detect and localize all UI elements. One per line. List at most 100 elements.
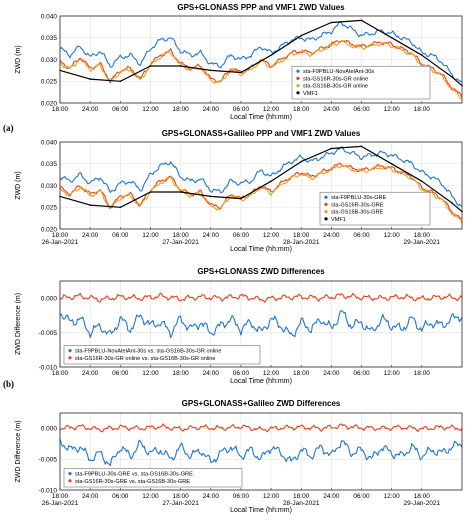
x-tick-label: 12:00 <box>142 370 159 377</box>
legend-marker <box>324 210 328 214</box>
x-tick-label: 18:00 <box>172 232 189 239</box>
y-tick-label: 0.020 <box>41 226 58 233</box>
chart-panel-2: GPS+GLONASS+Galileo PPP and VMF1 ZWD Val… <box>15 129 463 253</box>
data-point <box>149 191 152 193</box>
x-tick-label: 18:00 <box>293 106 310 113</box>
data-point <box>89 204 91 206</box>
legend-marker <box>68 356 72 360</box>
x-tick-label: 18:00 <box>52 106 69 113</box>
x-tick-label: 06:00 <box>112 493 129 500</box>
y-axis-label: ZWD Difference (m) <box>15 293 22 355</box>
legend-box <box>63 468 243 488</box>
legend-entry: sta-GS16R-30s-GR online vs. sta-GS16B-30… <box>68 356 216 362</box>
x-tick-label: 12:00 <box>263 370 280 377</box>
chart-title: GPS+GLONASS+Galileo ZWD Differences <box>182 399 341 408</box>
x-tick-label: 18:00 <box>414 106 431 113</box>
legend-entry: sta-GS16R-30s-GRE <box>324 202 384 208</box>
series-2 <box>59 423 463 433</box>
date-label: 26-Jan-2021 <box>42 500 79 507</box>
y-tick-label: 0.035 <box>41 35 58 42</box>
data-point <box>390 162 393 165</box>
plot-frame <box>59 15 463 104</box>
y-tick-label: 0.035 <box>41 161 58 168</box>
legend-entry: sta-F9PBLU-NovAtelAnt-30s <box>296 69 374 75</box>
y-axis-label: ZWD (m) <box>15 171 22 199</box>
x-tick-label: 24:00 <box>323 370 340 377</box>
series-1 <box>59 309 463 339</box>
y-tick-label: 0.040 <box>41 139 58 146</box>
legend-label: sta-GS16R-30s-GRE <box>331 202 384 208</box>
chart-panel-3: GPS+GLONASS ZWD Differences -0.010 -0.005 0… <box>15 267 463 385</box>
data-point <box>209 195 212 198</box>
x-tick-label: 24:00 <box>203 106 220 113</box>
legend-box <box>291 65 431 100</box>
panel-label-b: (b) <box>3 379 14 389</box>
x-tick-label: 06:00 <box>353 370 370 377</box>
chart-title: GPS+GLONASS ZWD Differences <box>197 267 325 276</box>
data-point <box>360 19 363 22</box>
legend-label: sta-GS16R-30s-GRE vs. sta-GS16B-30s-GRE <box>75 479 190 485</box>
x-tick-label: 18:00 <box>172 493 189 500</box>
x-tick-label: 24:00 <box>82 370 99 377</box>
x-tick-label: 18:00 <box>172 370 189 377</box>
x-tick-label: 12:00 <box>263 232 280 239</box>
legend-label: VMF1 <box>303 91 318 97</box>
x-tick-label: 06:00 <box>353 106 370 113</box>
x-axis-label: Local Time (hh:mm) <box>230 378 292 385</box>
x-tick-label: 12:00 <box>384 493 401 500</box>
chart-panel-4: GPS+GLONASS+Galileo ZWD Differences -0.01… <box>15 399 463 514</box>
series-line <box>59 309 463 339</box>
x-tick-label: 06:00 <box>233 232 250 239</box>
chart-title: GPS+GLONASS+Galileo PPP and VMF1 ZWD Val… <box>162 129 361 138</box>
data-point <box>390 36 393 39</box>
legend-marker <box>324 202 328 206</box>
date-label: 28-Jan-2021 <box>283 500 320 507</box>
legend-marker <box>68 479 72 483</box>
x-tick-label: 12:00 <box>384 370 401 377</box>
x-tick-label: 18:00 <box>172 106 189 113</box>
series-line <box>59 292 463 303</box>
series-line <box>59 21 463 82</box>
x-tick-label: 18:00 <box>293 232 310 239</box>
series-4 <box>59 145 463 213</box>
y-tick-label: 0.020 <box>41 100 58 107</box>
data-point <box>119 80 122 83</box>
legend-entry: sta-GS16R-30s-GR online <box>296 76 368 82</box>
date-label: 27-Jan-2021 <box>162 239 199 246</box>
x-tick-label: 24:00 <box>82 106 99 113</box>
x-tick-label: 18:00 <box>414 370 431 377</box>
x-tick-label: 18:00 <box>52 232 69 239</box>
y-tick-label: 0.025 <box>41 79 58 86</box>
x-tick-label: 18:00 <box>52 493 69 500</box>
y-axis-label: ZWD Difference (m) <box>15 420 22 482</box>
date-label: 27-Jan-2021 <box>162 500 199 507</box>
legend: sta-F9PBLU-30s-GRE vs. sta-GS16B-30s-GRE… <box>63 468 243 488</box>
x-axis-label: Local Time (hh:mm) <box>230 114 292 121</box>
data-point <box>149 65 152 67</box>
data-point <box>451 76 453 78</box>
x-tick-label: 24:00 <box>323 232 340 239</box>
series-line <box>59 146 463 207</box>
x-tick-label: 06:00 <box>112 370 129 377</box>
x-tick-label: 18:00 <box>293 370 310 377</box>
legend: sta-F9PBLU-NovAtelAnt-30ssta-GS16R-30s-G… <box>291 65 431 100</box>
legend-label: sta-GS16B-30s-GR online <box>303 84 368 90</box>
y-axis-label: ZWD (m) <box>15 45 22 73</box>
legend-marker <box>296 76 300 80</box>
x-tick-label: 06:00 <box>353 232 370 239</box>
x-tick-label: 06:00 <box>233 106 250 113</box>
y-tick-label: -0.005 <box>39 457 58 464</box>
legend-label: sta-GS16R-30s-GR online vs. sta-GS16B-30… <box>75 356 216 362</box>
x-tick-label: 12:00 <box>384 106 401 113</box>
x-tick-label: 12:00 <box>384 232 401 239</box>
plot-frame <box>59 141 463 230</box>
date-label: 29-Jan-2021 <box>404 239 441 246</box>
data-point <box>300 34 303 37</box>
legend-entry: sta-F9PBLU-NovAtelAnt-30s vs. sta-GS16B-… <box>68 349 221 355</box>
y-tick-label: 0.040 <box>41 13 58 20</box>
x-tick-label: 24:00 <box>82 232 99 239</box>
y-tick-label: -0.005 <box>39 330 58 337</box>
y-tick-label: 0.030 <box>41 57 58 64</box>
data-point <box>179 191 182 193</box>
